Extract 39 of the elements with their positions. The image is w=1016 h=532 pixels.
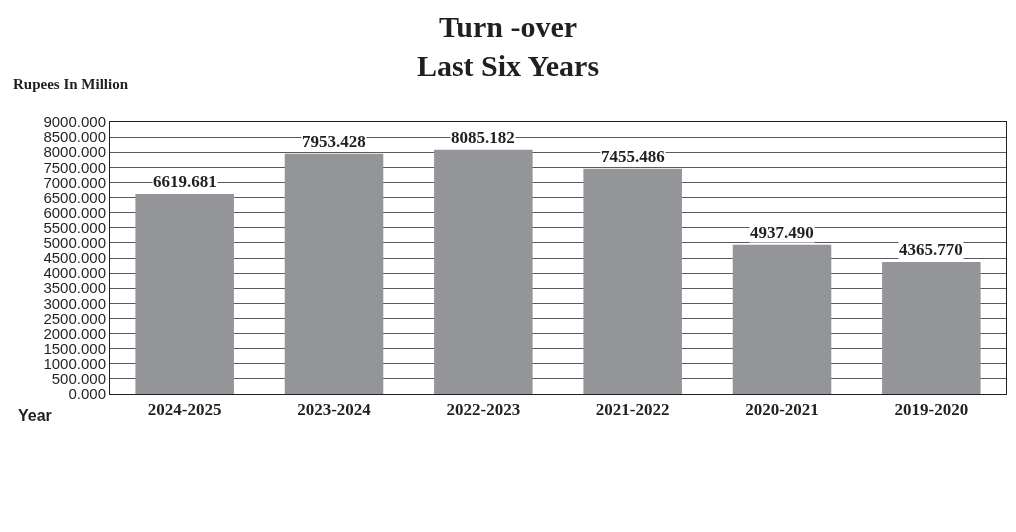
bar	[434, 149, 533, 394]
y-tick-label: 500.000	[51, 370, 106, 388]
x-tick-label: 2023-2024	[297, 400, 372, 420]
x-tick-label: 2022-2023	[446, 400, 521, 420]
data-label: 8085.182	[451, 128, 515, 147]
x-tick-label: 2020-2021	[745, 400, 819, 420]
y-tick-label: 5000.000	[43, 234, 106, 252]
x-tick-label: 2021-2022	[595, 400, 670, 420]
y-tick-label: 0.000	[68, 385, 106, 403]
data-label: 7953.428	[302, 132, 366, 151]
y-tick-label: 9000.000	[43, 113, 106, 131]
y-tick-label: 2500.000	[43, 309, 106, 327]
y-tick-label: 4500.000	[43, 249, 106, 267]
bar	[135, 193, 234, 394]
data-label: 4365.770	[899, 240, 963, 259]
y-tick-label: 3000.000	[43, 294, 106, 312]
y-tick-label: 2000.000	[43, 324, 106, 342]
y-tick-label: 5500.000	[43, 219, 106, 237]
data-label: 4937.490	[750, 223, 814, 242]
y-axis-title: Rupees In Million	[13, 76, 129, 92]
y-tick-label: 7500.000	[43, 158, 106, 176]
y-tick-label: 8000.000	[43, 143, 106, 161]
x-tick-label: 2024-2025	[147, 400, 222, 420]
bar	[583, 168, 682, 394]
y-tick-label: 8500.000	[43, 128, 106, 146]
y-tick-label: 3500.000	[43, 279, 106, 297]
y-tick-label: 1500.000	[43, 339, 106, 357]
bar	[882, 262, 981, 394]
y-tick-label: 6500.000	[43, 188, 106, 206]
chart-title: Turn -over Last Six Years	[416, 10, 600, 83]
x-tick-label: 2019-2020	[894, 400, 969, 420]
y-tick-label: 6000.000	[43, 203, 106, 221]
y-tick-label: 7000.000	[43, 173, 106, 191]
y-tick-label: 1000.000	[43, 355, 106, 373]
x-axis-title: Year	[18, 407, 52, 424]
bar	[284, 153, 384, 394]
data-label: 7455.486	[601, 147, 665, 166]
data-label: 6619.681	[153, 172, 217, 191]
y-tick-label: 4000.000	[43, 264, 106, 282]
